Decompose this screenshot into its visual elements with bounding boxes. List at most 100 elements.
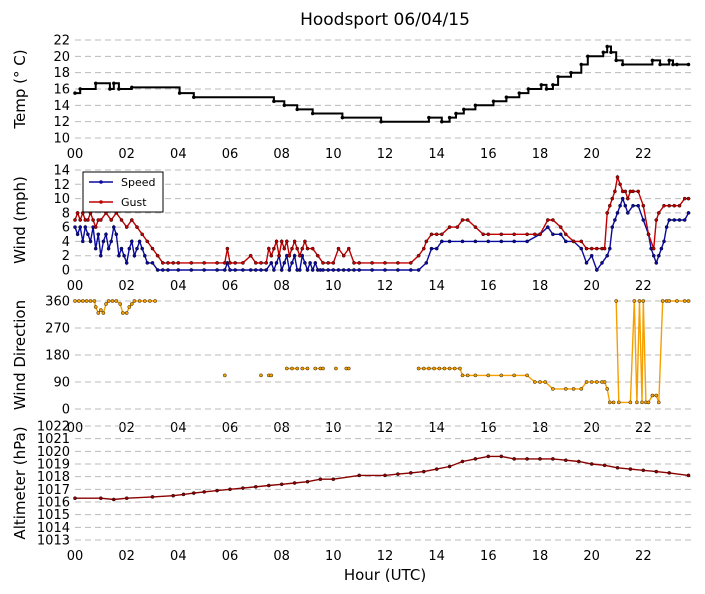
data-point bbox=[584, 261, 589, 265]
data-point bbox=[177, 91, 182, 95]
data-point bbox=[610, 196, 615, 201]
x-tick-label: 20 bbox=[583, 549, 600, 564]
data-point bbox=[92, 299, 97, 303]
data-point bbox=[114, 232, 119, 237]
data-point bbox=[233, 268, 237, 272]
x-tick-label: 12 bbox=[377, 421, 394, 436]
data-point bbox=[282, 103, 287, 108]
data-point bbox=[295, 366, 300, 371]
data-point bbox=[546, 225, 550, 229]
data-point bbox=[460, 239, 465, 244]
data-point bbox=[346, 366, 351, 371]
data-point bbox=[277, 253, 281, 258]
data-point bbox=[202, 490, 206, 494]
data-point bbox=[78, 225, 82, 229]
data-point bbox=[682, 196, 687, 201]
data-point bbox=[667, 299, 672, 303]
data-point bbox=[341, 268, 346, 272]
data-point bbox=[346, 268, 351, 272]
data-point bbox=[331, 477, 336, 482]
data-point bbox=[114, 299, 119, 303]
data-point bbox=[248, 268, 253, 272]
data-point bbox=[620, 196, 625, 201]
data-point bbox=[290, 246, 294, 251]
data-point bbox=[558, 225, 563, 229]
data-point bbox=[427, 115, 431, 120]
data-point bbox=[153, 299, 157, 303]
data-point bbox=[677, 203, 682, 208]
data-point bbox=[310, 246, 315, 251]
data-point bbox=[461, 107, 466, 112]
data-point bbox=[137, 299, 142, 303]
data-point bbox=[292, 253, 297, 258]
data-point bbox=[626, 196, 630, 201]
y-tick-label: 1019 bbox=[37, 458, 70, 473]
data-point bbox=[282, 246, 287, 251]
y-tick-label: 22 bbox=[53, 34, 70, 49]
y-tick-label: 1017 bbox=[37, 483, 70, 498]
data-point bbox=[81, 299, 85, 303]
data-point bbox=[556, 75, 560, 79]
data-point bbox=[595, 246, 599, 251]
data-point bbox=[458, 366, 462, 371]
y-tick-label: 20 bbox=[53, 50, 70, 65]
data-point bbox=[664, 225, 669, 229]
data-point bbox=[93, 225, 98, 229]
data-point bbox=[396, 261, 400, 265]
y-tick-label: 1015 bbox=[37, 508, 70, 523]
data-point bbox=[341, 253, 346, 258]
y-tick-label: 6 bbox=[62, 221, 70, 236]
series-line bbox=[75, 45, 689, 123]
data-point bbox=[272, 246, 276, 251]
data-point bbox=[279, 268, 284, 272]
data-point bbox=[646, 400, 651, 405]
data-point bbox=[434, 232, 439, 237]
data-point bbox=[191, 95, 196, 99]
data-point bbox=[473, 103, 478, 108]
data-point bbox=[465, 373, 470, 378]
data-point bbox=[564, 239, 568, 244]
data-point bbox=[657, 400, 661, 405]
data-point bbox=[166, 268, 170, 272]
data-point bbox=[357, 261, 362, 265]
data-point bbox=[569, 70, 573, 75]
data-point bbox=[228, 487, 232, 492]
data-point bbox=[81, 239, 85, 244]
y-axis-label: Altimeter (hPa) bbox=[11, 426, 29, 539]
data-point bbox=[447, 225, 452, 229]
data-point bbox=[189, 261, 194, 265]
data-point bbox=[551, 83, 555, 87]
x-tick-label: 16 bbox=[480, 549, 497, 564]
x-tick-label: 20 bbox=[583, 147, 600, 162]
data-point bbox=[129, 85, 134, 90]
x-tick-label: 02 bbox=[118, 147, 135, 162]
data-point bbox=[439, 119, 444, 124]
data-point bbox=[241, 261, 245, 265]
data-point bbox=[352, 268, 356, 272]
x-tick-label: 04 bbox=[170, 421, 187, 436]
data-point bbox=[305, 366, 310, 371]
data-point bbox=[589, 462, 594, 466]
data-point bbox=[473, 373, 478, 378]
x-tick-label: 04 bbox=[170, 147, 187, 162]
data-point bbox=[202, 268, 206, 272]
y-tick-label: 1013 bbox=[37, 534, 70, 549]
data-point bbox=[272, 268, 276, 272]
y-tick-label: 180 bbox=[45, 349, 70, 364]
series-line bbox=[74, 196, 690, 273]
data-point bbox=[614, 58, 619, 63]
data-point bbox=[657, 253, 661, 258]
y-tick-label: 10 bbox=[53, 132, 70, 147]
x-tick-label: 08 bbox=[273, 279, 290, 294]
data-point bbox=[672, 218, 677, 222]
data-point bbox=[460, 459, 465, 464]
data-point bbox=[83, 225, 88, 229]
data-point bbox=[303, 261, 307, 265]
x-tick-label: 02 bbox=[118, 549, 135, 564]
data-point bbox=[613, 218, 617, 222]
x-tick-label: 04 bbox=[170, 549, 187, 564]
data-point bbox=[104, 232, 108, 237]
y-tick-label: 4 bbox=[62, 235, 70, 250]
data-point bbox=[297, 253, 302, 258]
